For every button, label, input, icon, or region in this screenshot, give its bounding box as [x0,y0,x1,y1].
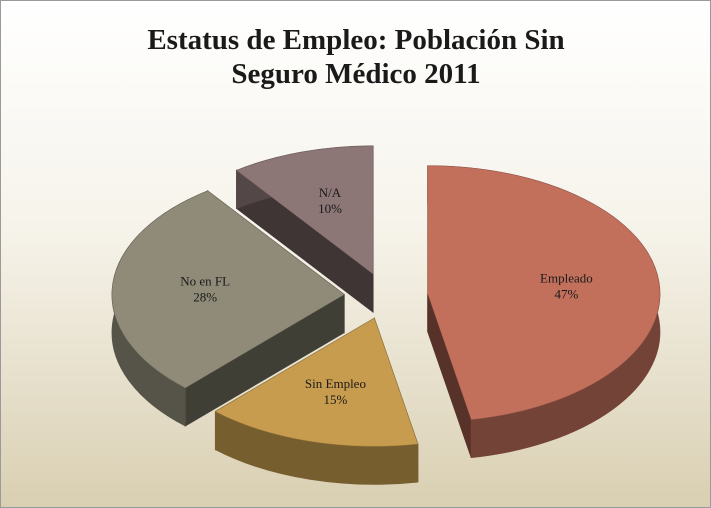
slice-value-label: 28% [193,290,217,305]
slice-label: N/A [319,185,342,200]
slice-label: No en FL [180,274,230,289]
slice-top [427,165,661,420]
chart-title: Estatus de Empleo: Población Sin Seguro … [147,24,565,90]
slice-label: Sin Empleo [305,376,366,391]
slice-top [236,145,374,275]
slice-top [111,190,345,389]
slice-top [214,317,419,447]
slice-value-label: 15% [324,392,348,407]
slice-label: Empleado [540,271,593,286]
slice-value-label: 47% [554,287,578,302]
slice: N/A10% [236,145,374,313]
slice-value-label: 10% [318,201,342,216]
